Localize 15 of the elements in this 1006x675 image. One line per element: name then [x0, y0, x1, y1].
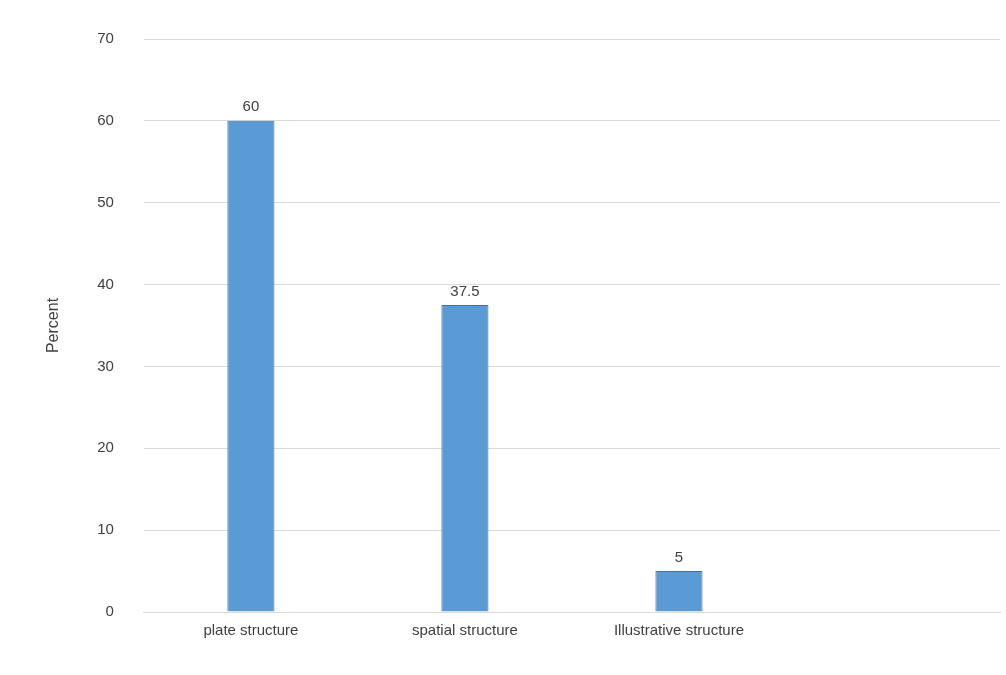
data-label: 37.5	[450, 281, 480, 299]
y-tick-label: 0	[105, 602, 114, 620]
y-tick-label: 70	[97, 29, 114, 47]
x-tick-label: spatial structure	[411, 621, 518, 639]
y-tick-label: 40	[97, 274, 114, 292]
y-tick-label: 50	[97, 192, 114, 210]
y-tick-label: 20	[97, 438, 114, 456]
y-axis-title: Percent	[44, 297, 62, 354]
y-tick-label: 60	[97, 111, 114, 128]
y-tick-label: 30	[97, 356, 114, 374]
y-tick-label: 10	[97, 520, 114, 538]
data-label: 60	[242, 97, 260, 115]
x-tick-label: plate structure	[203, 621, 299, 639]
x-tick-label: Illustrative structure	[613, 621, 744, 639]
data-label: 5	[674, 547, 684, 565]
